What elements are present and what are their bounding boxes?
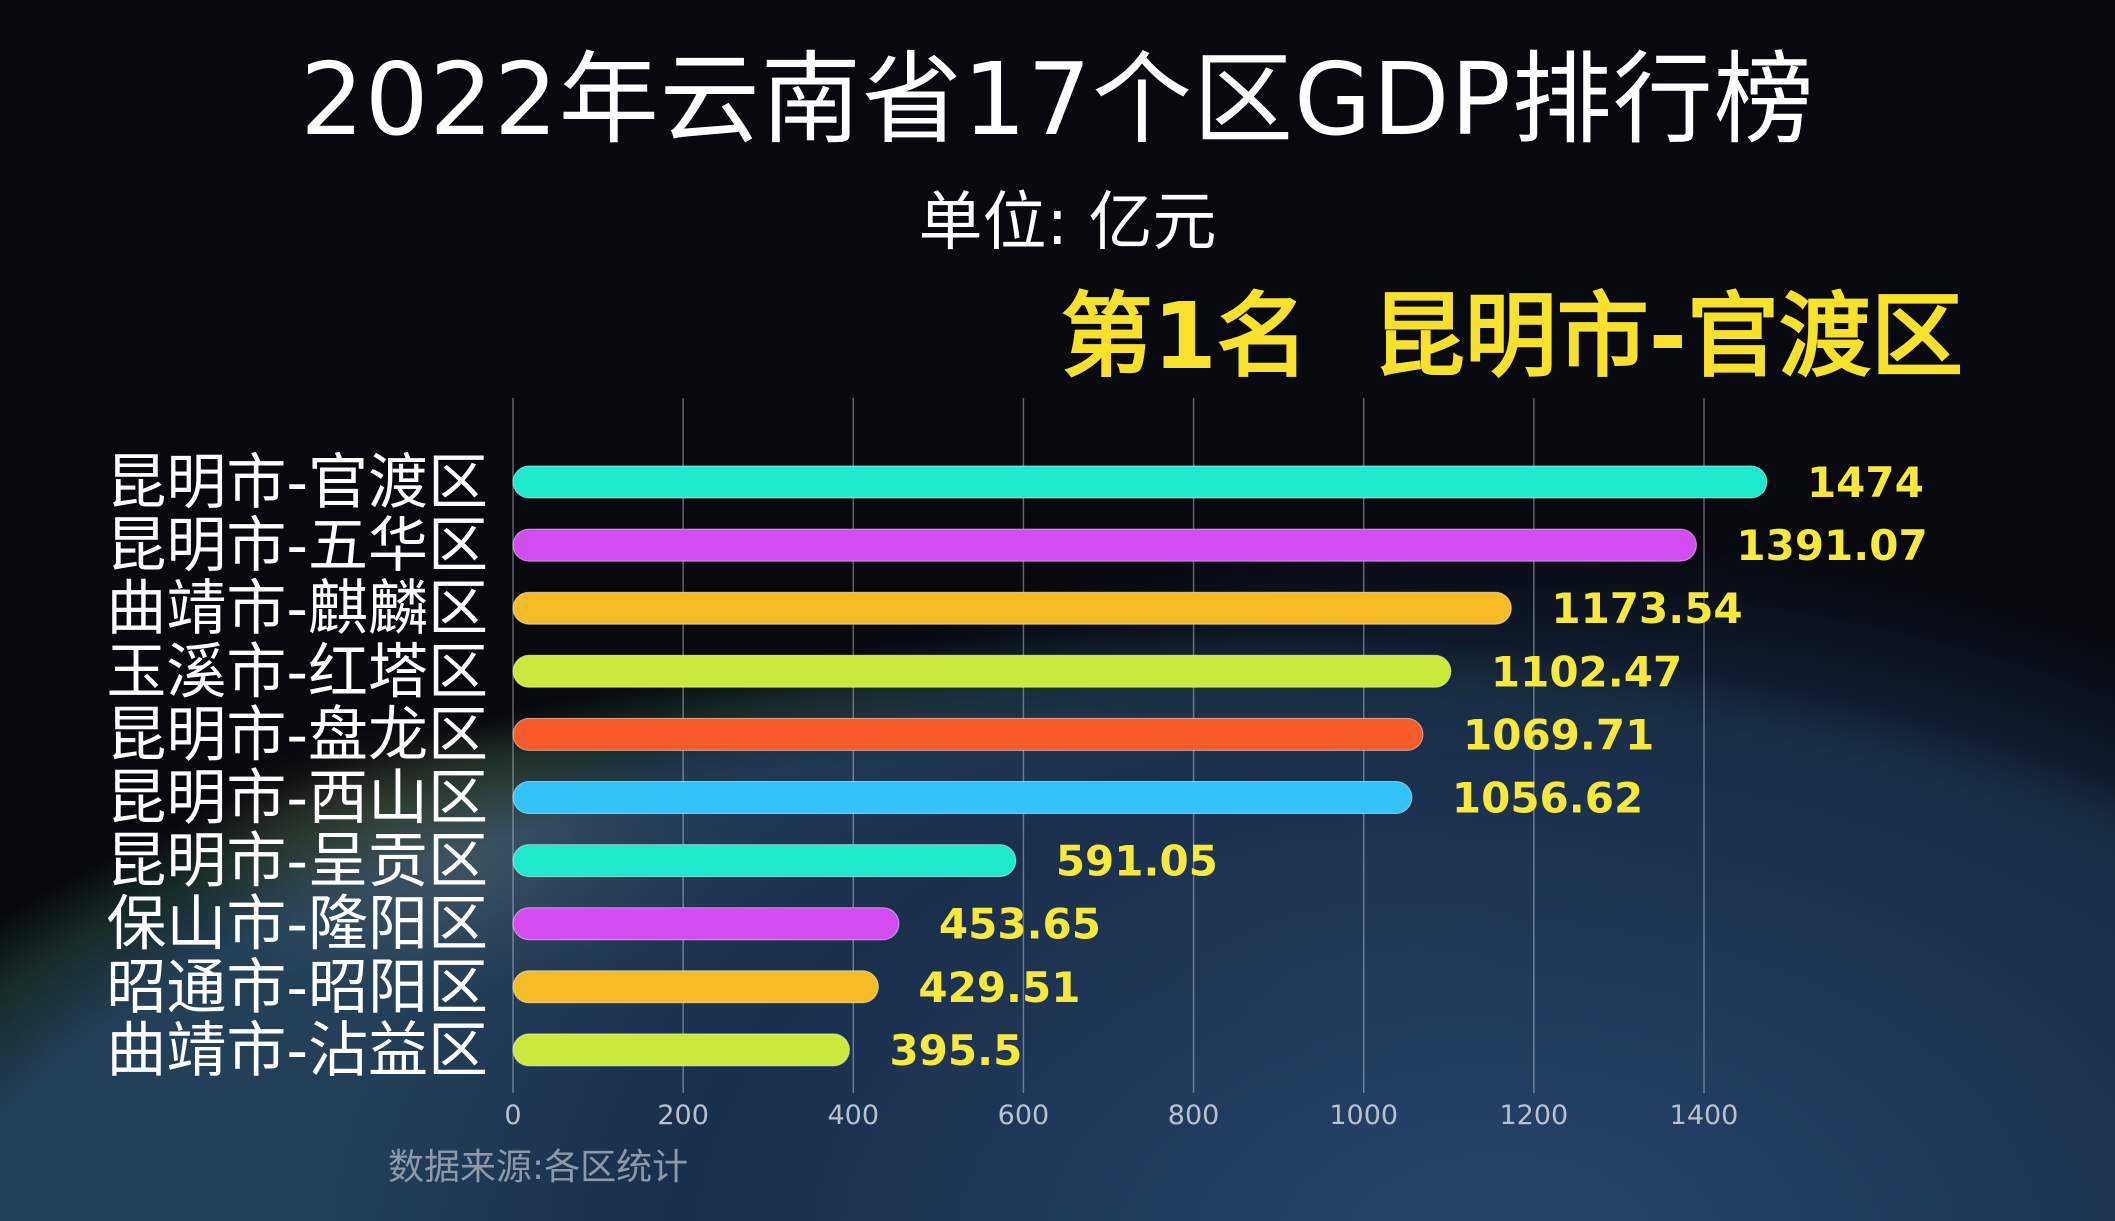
data-source: 数据来源:各区统计 [388, 1147, 689, 1188]
x-tick-label: 600 [998, 1100, 1050, 1131]
bar [512, 654, 1452, 688]
x-tick-label: 1200 [1499, 1100, 1568, 1131]
value-label: 453.65 [939, 900, 1101, 949]
category-label: 保山市-隆阳区 [106, 890, 488, 960]
bar [512, 907, 900, 941]
chart-title: 2022年云南省17个区GDP排行榜 [300, 41, 1815, 158]
bar [512, 970, 879, 1004]
value-label: 1102.47 [1491, 647, 1682, 696]
category-label: 昆明市-盘龙区 [106, 700, 488, 770]
value-label: 1069.71 [1463, 710, 1654, 759]
value-label: 429.51 [918, 963, 1080, 1012]
category-label: 昭通市-昭阳区 [106, 953, 488, 1023]
value-label: 1173.54 [1551, 584, 1742, 633]
bar [512, 465, 1768, 499]
unit-label: 单位: 亿元 [918, 186, 1217, 260]
x-tick-label: 400 [828, 1100, 880, 1131]
value-label: 1391.07 [1736, 521, 1927, 570]
x-tick-label: 200 [657, 1100, 709, 1131]
bar [512, 1033, 850, 1067]
value-label: 591.05 [1056, 837, 1218, 886]
x-tick-label: 0 [504, 1100, 521, 1131]
bar [512, 717, 1424, 751]
category-label: 玉溪市-红塔区 [106, 637, 488, 707]
bar [512, 781, 1413, 814]
category-label: 昆明市-官渡区 [106, 448, 488, 518]
category-label: 曲靖市-麒麟区 [106, 574, 488, 644]
value-label: 1056.62 [1452, 774, 1643, 823]
category-label: 昆明市-呈贡区 [106, 827, 488, 897]
x-tick-label: 1400 [1670, 1100, 1739, 1131]
x-tick-label: 1000 [1329, 1100, 1398, 1131]
value-label: 395.5 [889, 1026, 1022, 1075]
x-tick-label: 800 [1168, 1100, 1220, 1131]
category-label: 曲靖市-沾益区 [106, 1016, 488, 1086]
bar [512, 844, 1017, 878]
category-label: 昆明市-五华区 [106, 511, 488, 581]
bar [512, 528, 1697, 562]
category-label: 昆明市-西山区 [106, 764, 488, 834]
value-label: 1474 [1807, 458, 1924, 507]
leader-label: 第1名 昆明市-官渡区 [1060, 283, 1963, 390]
bar [512, 591, 1512, 625]
